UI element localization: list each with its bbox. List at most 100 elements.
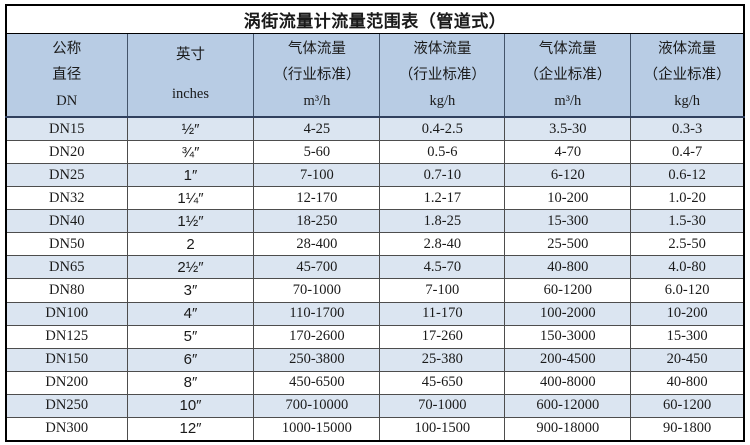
column-header: 公称直径 DN [5,33,128,118]
column-header-line: （行业标准） [398,66,486,83]
cell-dn: DN300 [5,416,128,442]
column-header-line: m³/h [554,92,582,109]
table-cell: 8″ [126,370,255,395]
table-cell: 1.2-17 [379,186,506,211]
table-cell: 3.5-30 [504,116,632,142]
table-cell: 12″ [126,416,255,442]
table-cell: ½″ [126,116,255,142]
table-cell: 7-100 [253,163,381,188]
cell-dn: DN100 [5,301,128,326]
table-cell: 10-200 [630,301,745,326]
table-cell: 1¼″ [126,186,255,211]
flow-range-table: 涡街流量计流量范围表（管道式） 公称直径 DN 英寸 inches 气体流量 （行业标准）… [5,4,745,442]
table-cell: 5″ [126,324,255,349]
table-cell: 10-200 [504,186,632,211]
column-header: 英寸 inches [126,33,255,118]
table-row: DN15 ½″ 4-25 0.4-2.5 3.5-30 0.3-3 [5,116,745,142]
column-header: 液体流量 （企业标准） kg/h [630,33,745,118]
table-cell: 100-2000 [504,301,632,326]
table-row: DN125 5″ 170-2600 17-260 150-3000 15-300 [5,324,745,349]
table-cell: 0.5-6 [379,140,506,165]
table-cell: 1.0-20 [630,186,745,211]
table-cell: 1.8-25 [379,209,506,234]
table-cell: 900-18000 [504,416,632,442]
column-header-line: 气体流量 [538,40,597,57]
table-cell: 6.0-120 [630,278,745,303]
table-cell: 70-1000 [253,278,381,303]
cell-dn: DN15 [5,116,128,142]
table-cell: 25-500 [504,232,632,257]
table-cell: 45-650 [379,370,506,395]
table-cell: 4.5-70 [379,255,506,280]
table-cell: 10″ [126,393,255,418]
table-cell: 110-1700 [253,301,381,326]
table-cell: 17-260 [379,324,506,349]
table-cell: 18-250 [253,209,381,234]
table-cell: 400-8000 [504,370,632,395]
cell-dn: DN65 [5,255,128,280]
cell-dn: DN250 [5,393,128,418]
table-row: DN20 ¾″ 5-60 0.5-6 4-70 0.4-7 [5,140,745,165]
table-cell: 1½″ [126,209,255,234]
column-header-line: kg/h [429,92,456,109]
table-cell: 4-25 [253,116,381,142]
table-cell: 5-60 [253,140,381,165]
cell-dn: DN32 [5,186,128,211]
column-header-line: 气体流量 [287,40,346,57]
table-cell: 7-100 [379,278,506,303]
table-cell: 1″ [126,163,255,188]
table-cell: 2.8-40 [379,232,506,257]
table-cell: 200-4500 [504,347,632,372]
table-cell: 6-120 [504,163,632,188]
column-header-line: DN [56,92,78,109]
table-cell: 600-12000 [504,393,632,418]
column-header-line: 公称 [52,40,82,57]
cell-dn: DN80 [5,278,128,303]
table-cell: ¾″ [126,140,255,165]
table-cell: 0.4-2.5 [379,116,506,142]
column-header-line: m³/h [303,92,331,109]
cell-dn: DN200 [5,370,128,395]
cell-dn: DN125 [5,324,128,349]
table-cell: 450-6500 [253,370,381,395]
table-cell: 11-170 [379,301,506,326]
table-cell: 40-800 [504,255,632,280]
table-cell: 250-3800 [253,347,381,372]
table-cell: 60-1200 [630,393,745,418]
table-cell: 100-1500 [379,416,506,442]
table-cell: 170-2600 [253,324,381,349]
table-title: 涡街流量计流量范围表（管道式） [6,5,744,34]
table-cell: 15-300 [504,209,632,234]
table-row: DN50 2 28-400 2.8-40 25-500 2.5-50 [5,232,745,257]
table-cell: 1000-15000 [253,416,381,442]
cell-dn: DN150 [5,347,128,372]
column-header-line: 液体流量 [413,40,472,57]
table-cell: 4″ [126,301,255,326]
table-cell: 12-170 [253,186,381,211]
table-row: DN250 10″ 700-10000 70-1000 600-12000 60-1200 [5,393,745,418]
column-header-line: 直径 [52,66,82,83]
table-cell: 0.7-10 [379,163,506,188]
table-cell: 60-1200 [504,278,632,303]
column-header-line: inches [171,86,210,103]
table-cell: 150-3000 [504,324,632,349]
column-header: 气体流量 （企业标准） m³/h [504,33,632,118]
table-row: DN80 3″ 70-1000 7-100 60-1200 6.0-120 [5,278,745,303]
column-header-line: （行业标准） [273,66,361,83]
table-cell: 20-450 [630,347,745,372]
column-header: 液体流量 （行业标准） kg/h [379,33,506,118]
table-row: DN40 1½″ 18-250 1.8-25 15-300 1.5-30 [5,209,745,234]
table-cell: 70-1000 [379,393,506,418]
table-cell: 28-400 [253,232,381,257]
cell-dn: DN50 [5,232,128,257]
table-row: DN300 12″ 1000-15000 100-1500 900-18000 90-18… [5,416,745,442]
table-cell: 25-380 [379,347,506,372]
header-row: 公称直径 DN 英寸 inches 气体流量 （行业标准） m³/h 液体流量 （行业标准） kg… [5,33,745,118]
table-row: DN25 1″ 7-100 0.7-10 6-120 0.6-12 [5,163,745,188]
table-row: DN65 2½″ 45-700 4.5-70 40-800 4.0-80 [5,255,745,280]
table-cell: 2.5-50 [630,232,745,257]
table-cell: 45-700 [253,255,381,280]
cell-dn: DN40 [5,209,128,234]
table-cell: 0.4-7 [630,140,745,165]
